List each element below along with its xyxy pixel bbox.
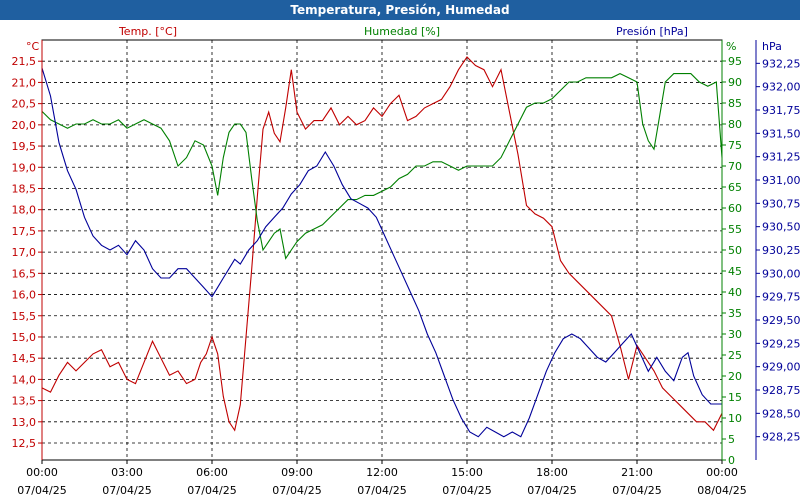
hum-axis-title: Humedad [%] <box>364 25 440 38</box>
hum-tick-label: 35 <box>728 307 742 320</box>
x-tick-time: 00:00 <box>706 466 738 479</box>
x-tick-date: 07/04/25 <box>442 484 491 497</box>
hum-tick-label: 45 <box>728 265 742 278</box>
x-tick-time: 03:00 <box>111 466 143 479</box>
axes <box>38 40 760 464</box>
hum-unit-label: % <box>726 40 736 53</box>
x-tick-date: 08/04/25 <box>697 484 746 497</box>
temp-tick-label: 20,0 <box>12 119 37 132</box>
hum-tick-label: 40 <box>728 286 742 299</box>
pres-tick-label: 930,25 <box>762 244 800 257</box>
hum-tick-label: 95 <box>728 55 742 68</box>
tick-labels: 00:00 07/04/25 03:00 07/04/25 06:00 07/04/25 0… <box>12 25 800 497</box>
hum-tick-label: 60 <box>728 202 742 215</box>
x-tick-time: 06:00 <box>196 466 228 479</box>
series-line-pres <box>41 67 722 438</box>
hum-tick-label: 75 <box>728 139 742 152</box>
x-tick-date: 07/04/25 <box>357 484 406 497</box>
x-tick-time: 21:00 <box>621 466 653 479</box>
temp-tick-label: 13,5 <box>12 395 37 408</box>
hum-tick-label: 70 <box>728 160 742 173</box>
pres-tick-label: 931,00 <box>762 174 800 187</box>
pres-axis-title: Presión [hPa] <box>616 25 688 38</box>
pres-tick-label: 931,25 <box>762 151 800 164</box>
x-tick-date: 07/04/25 <box>612 484 661 497</box>
hum-tick-label: 80 <box>728 118 742 131</box>
pres-unit-label: hPa <box>762 40 782 53</box>
hum-tick-label: 65 <box>728 181 742 194</box>
hum-tick-label: 90 <box>728 76 742 89</box>
pres-tick-label: 930,50 <box>762 221 800 234</box>
temp-unit-label: °C <box>26 40 40 53</box>
temp-tick-label: 14,5 <box>12 352 37 365</box>
pres-tick-label: 928,50 <box>762 407 800 420</box>
pres-tick-label: 931,50 <box>762 127 800 140</box>
hum-tick-label: 55 <box>728 223 742 236</box>
hum-tick-label: 10 <box>728 412 742 425</box>
x-tick-time: 18:00 <box>536 466 568 479</box>
hum-tick-label: 5 <box>728 433 735 446</box>
temp-tick-label: 15,0 <box>12 331 37 344</box>
temp-tick-label: 17,0 <box>12 246 37 259</box>
chart-title: Temperatura, Presión, Humedad <box>0 0 800 20</box>
pres-tick-label: 930,00 <box>762 267 800 280</box>
temp-tick-label: 21,5 <box>12 55 37 68</box>
series-line-temp <box>41 56 723 432</box>
temp-tick-label: 19,0 <box>12 161 37 174</box>
x-tick-time: 09:00 <box>281 466 313 479</box>
hum-tick-label: 25 <box>728 349 742 362</box>
temp-tick-label: 16,5 <box>12 267 37 280</box>
temp-tick-label: 13,0 <box>12 416 37 429</box>
temp-tick-label: 12,5 <box>12 437 37 450</box>
x-tick-time: 15:00 <box>451 466 483 479</box>
temp-tick-label: 21,0 <box>12 76 37 89</box>
pres-tick-label: 929,50 <box>762 314 800 327</box>
temp-tick-label: 19,5 <box>12 140 37 153</box>
hum-tick-label: 0 <box>728 454 735 467</box>
temp-tick-label: 17,5 <box>12 225 37 238</box>
pres-tick-label: 931,75 <box>762 104 800 117</box>
pres-tick-label: 929,75 <box>762 291 800 304</box>
hum-tick-label: 85 <box>728 97 742 110</box>
x-tick-date: 07/04/25 <box>102 484 151 497</box>
temp-tick-label: 20,5 <box>12 98 37 111</box>
x-tick-date: 07/04/25 <box>187 484 236 497</box>
grid <box>41 39 723 461</box>
x-tick-date: 07/04/25 <box>17 484 66 497</box>
temp-tick-label: 15,5 <box>12 310 37 323</box>
hum-tick-label: 20 <box>728 370 742 383</box>
temp-tick-label: 14,0 <box>12 373 37 386</box>
x-tick-time: 12:00 <box>366 466 398 479</box>
temp-tick-label: 18,0 <box>12 204 37 217</box>
x-tick-date: 07/04/25 <box>272 484 321 497</box>
pres-tick-label: 932,00 <box>762 81 800 94</box>
series-line-hum <box>41 72 723 260</box>
pres-tick-label: 929,00 <box>762 361 800 374</box>
pres-tick-label: 932,25 <box>762 57 800 70</box>
hum-tick-label: 15 <box>728 391 742 404</box>
temp-tick-label: 18,5 <box>12 182 37 195</box>
temp-tick-label: 16,0 <box>12 289 37 302</box>
pres-tick-label: 930,75 <box>762 197 800 210</box>
hum-tick-label: 30 <box>728 328 742 341</box>
x-tick-date: 07/04/25 <box>527 484 576 497</box>
x-tick-time: 00:00 <box>26 466 58 479</box>
temp-axis-title: Temp. [°C] <box>118 25 177 38</box>
pres-tick-label: 928,25 <box>762 431 800 444</box>
pres-tick-label: 928,75 <box>762 384 800 397</box>
hum-tick-label: 50 <box>728 244 742 257</box>
series-lines <box>41 56 723 438</box>
pres-tick-label: 929,25 <box>762 337 800 350</box>
